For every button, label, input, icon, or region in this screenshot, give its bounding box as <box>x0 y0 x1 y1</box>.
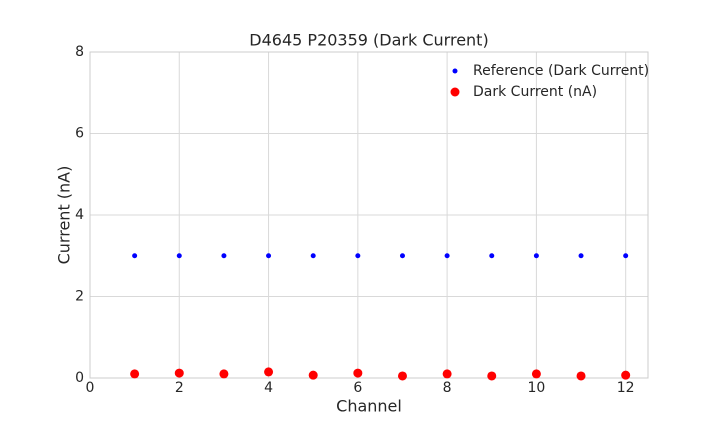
point <box>531 369 541 379</box>
legend-label: Dark Current (nA) <box>473 84 597 100</box>
x-tick-label: 2 <box>175 380 184 396</box>
point <box>397 371 407 381</box>
point <box>355 253 361 259</box>
point <box>221 253 227 259</box>
point <box>576 371 586 381</box>
point <box>176 253 182 259</box>
point <box>444 253 450 259</box>
y-tick-label: 6 <box>75 126 84 142</box>
legend-marker <box>452 68 458 74</box>
point <box>219 369 229 379</box>
point <box>621 370 631 380</box>
point <box>399 253 405 259</box>
point <box>623 253 629 259</box>
point <box>489 253 495 259</box>
point <box>578 253 584 259</box>
x-axis-label: Channel <box>336 397 402 416</box>
x-tick-label: 4 <box>264 380 273 396</box>
point <box>308 370 318 380</box>
point <box>132 253 138 259</box>
x-tick-label: 0 <box>86 380 95 396</box>
legend-label: Reference (Dark Current) <box>473 63 649 79</box>
x-tick-label: 10 <box>527 380 545 396</box>
x-tick-label: 12 <box>617 380 635 396</box>
point <box>442 369 452 379</box>
y-tick-label: 0 <box>75 370 84 386</box>
point <box>266 253 272 259</box>
point <box>264 367 274 377</box>
plot-frame <box>89 51 649 379</box>
legend-marker <box>450 87 460 97</box>
y-tick-label: 8 <box>75 44 84 60</box>
point <box>174 368 184 378</box>
y-tick-label: 4 <box>75 207 84 223</box>
point <box>130 369 140 379</box>
y-tick-label: 2 <box>75 289 84 305</box>
point <box>487 371 497 381</box>
x-tick-label: 8 <box>443 380 452 396</box>
chart-title: D4645 P20359 (Dark Current) <box>249 31 488 50</box>
point <box>353 368 363 378</box>
point <box>310 253 316 259</box>
y-axis-label: Current (nA) <box>55 166 74 265</box>
point <box>533 253 539 259</box>
x-tick-label: 6 <box>353 380 362 396</box>
